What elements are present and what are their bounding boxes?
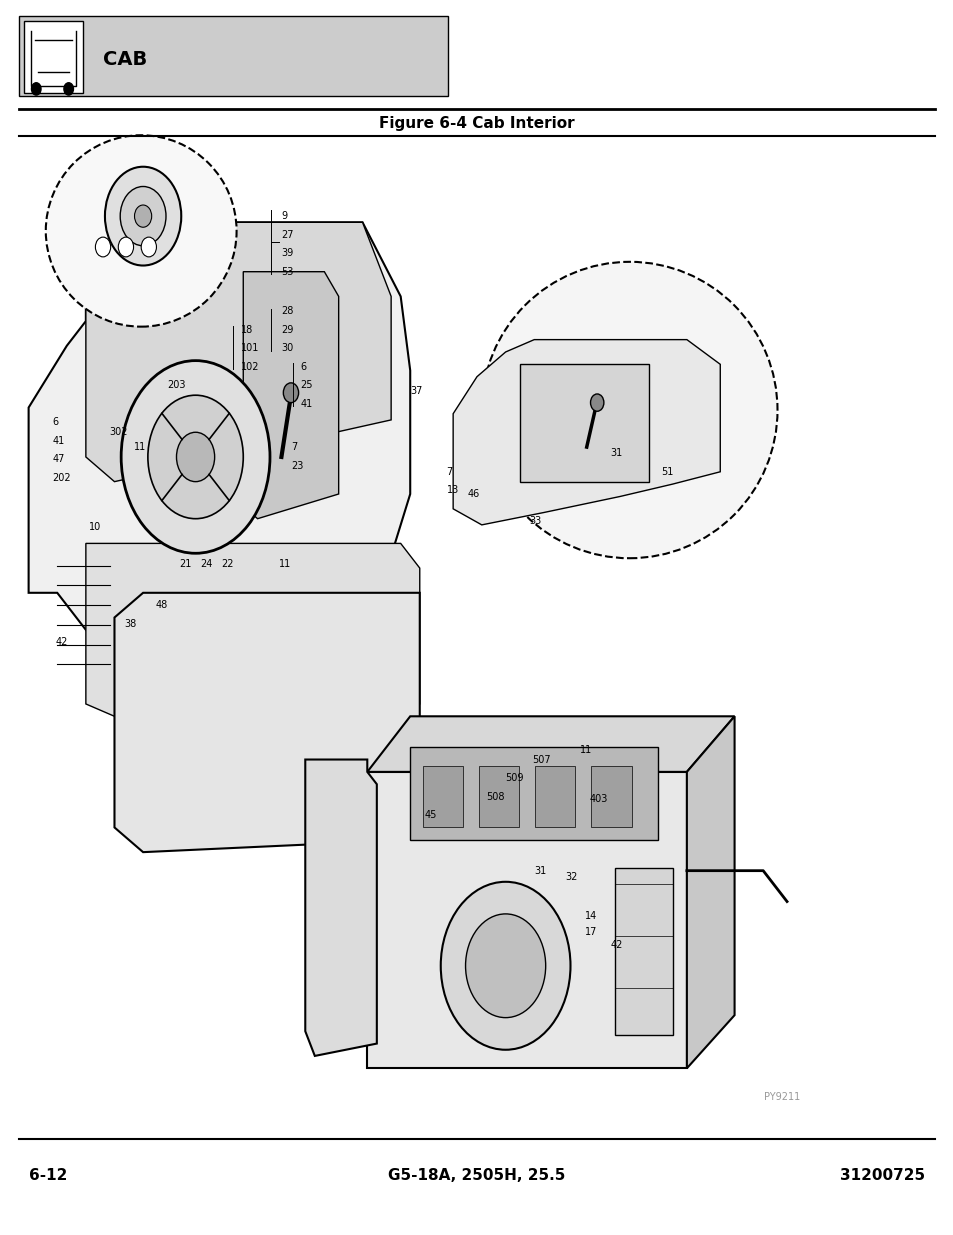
Text: 202: 202 [52, 473, 71, 483]
Text: 42: 42 [610, 940, 622, 950]
Bar [519, 364, 648, 482]
Text: 11: 11 [278, 559, 291, 569]
Circle shape [440, 882, 570, 1050]
Circle shape [31, 83, 41, 95]
Text: 403: 403 [589, 794, 607, 804]
Text: 31200725: 31200725 [840, 1168, 924, 1183]
Text: 32: 32 [565, 872, 578, 882]
Circle shape [118, 237, 133, 257]
Text: 7: 7 [291, 442, 297, 452]
Circle shape [148, 395, 243, 519]
Text: 29: 29 [281, 325, 294, 335]
Bar [615, 868, 672, 1035]
Polygon shape [305, 760, 376, 1056]
Text: 42: 42 [55, 637, 68, 647]
Text: 6-12: 6-12 [29, 1168, 67, 1183]
Text: 27: 27 [281, 230, 294, 240]
Text: 46: 46 [467, 489, 479, 499]
Text: 7: 7 [446, 467, 453, 477]
Circle shape [590, 394, 603, 411]
Polygon shape [29, 222, 410, 704]
Text: 302: 302 [110, 427, 128, 437]
Circle shape [105, 167, 181, 266]
Text: PY9211: PY9211 [763, 1092, 800, 1102]
Bar [535, 766, 575, 827]
Text: 14: 14 [584, 911, 597, 921]
Circle shape [465, 914, 545, 1018]
Text: 28: 28 [281, 306, 294, 316]
Bar [19, 16, 448, 96]
Text: 508: 508 [486, 792, 504, 802]
Circle shape [121, 361, 270, 553]
Polygon shape [453, 340, 720, 525]
Text: Figure 6-4 Cab Interior: Figure 6-4 Cab Interior [378, 116, 575, 131]
Bar [24, 21, 83, 93]
Text: CAB: CAB [103, 49, 147, 69]
Polygon shape [86, 543, 419, 716]
Bar [422, 766, 462, 827]
Text: 101: 101 [241, 343, 259, 353]
Bar [591, 766, 631, 827]
Text: 17: 17 [584, 927, 597, 937]
Bar [478, 766, 518, 827]
Text: 39: 39 [281, 248, 294, 258]
Text: 509: 509 [505, 773, 523, 783]
Text: 33: 33 [529, 516, 541, 526]
Text: 11: 11 [579, 745, 592, 755]
Polygon shape [367, 716, 734, 772]
Text: 48: 48 [155, 600, 168, 610]
Polygon shape [243, 272, 338, 519]
Text: 507: 507 [532, 755, 551, 764]
Text: 18: 18 [241, 325, 253, 335]
Circle shape [120, 186, 166, 246]
Text: 30: 30 [281, 343, 294, 353]
Text: 31: 31 [610, 448, 622, 458]
Text: 41: 41 [52, 436, 65, 446]
Text: 51: 51 [660, 467, 673, 477]
Text: 24: 24 [200, 559, 213, 569]
Circle shape [134, 205, 152, 227]
Circle shape [141, 237, 156, 257]
Text: 11: 11 [133, 442, 146, 452]
Circle shape [64, 83, 73, 95]
Text: 22: 22 [221, 559, 233, 569]
Circle shape [95, 237, 111, 257]
Text: 23: 23 [291, 461, 303, 471]
Text: 13: 13 [446, 485, 458, 495]
Text: G5-18A, 2505H, 25.5: G5-18A, 2505H, 25.5 [388, 1168, 565, 1183]
Text: 31: 31 [534, 866, 546, 876]
Text: 6: 6 [300, 362, 306, 372]
Text: 25: 25 [300, 380, 313, 390]
Text: 10: 10 [89, 522, 101, 532]
Text: 9: 9 [281, 211, 287, 221]
Polygon shape [367, 772, 686, 1068]
Text: 45: 45 [424, 810, 436, 820]
Text: 203: 203 [167, 380, 185, 390]
Ellipse shape [481, 262, 777, 558]
Text: 21: 21 [179, 559, 192, 569]
Text: 47: 47 [52, 454, 65, 464]
Circle shape [283, 383, 298, 403]
Text: 38: 38 [124, 619, 136, 629]
Ellipse shape [46, 136, 236, 327]
Polygon shape [114, 593, 419, 852]
Text: 6: 6 [52, 417, 58, 427]
Bar [410, 747, 658, 840]
Text: 37: 37 [410, 387, 422, 396]
Circle shape [176, 432, 214, 482]
Text: 41: 41 [300, 399, 313, 409]
Text: 102: 102 [241, 362, 259, 372]
Text: 53: 53 [281, 267, 294, 277]
Polygon shape [86, 222, 391, 482]
Polygon shape [686, 716, 734, 1068]
